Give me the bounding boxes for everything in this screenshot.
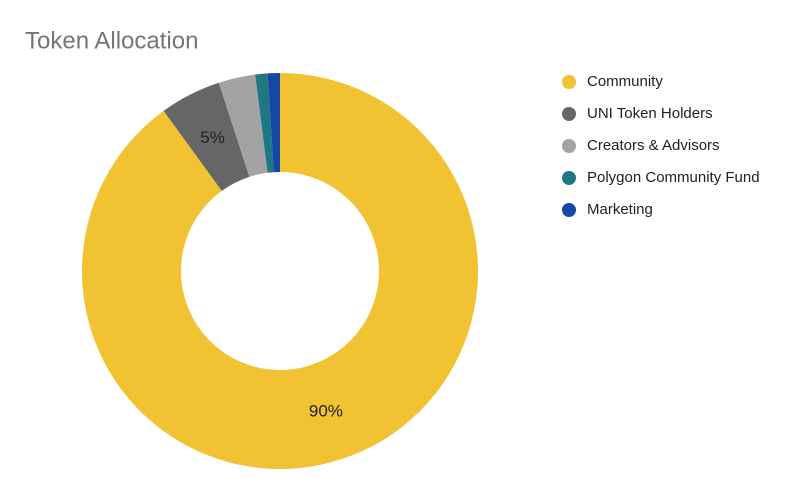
legend-swatch: [562, 203, 576, 217]
legend-label: Community: [587, 73, 663, 90]
legend-swatch: [562, 139, 576, 153]
donut-slice: [267, 73, 280, 173]
slice-label: 5%: [200, 128, 225, 147]
donut-slice: [255, 73, 274, 173]
donut-slice: [81, 73, 479, 469]
donut-slice: [218, 74, 268, 177]
legend-swatch: [562, 75, 576, 89]
legend-label: Polygon Community Fund: [587, 169, 760, 186]
legend-label: UNI Token Holders: [587, 105, 713, 122]
legend-label: Creators & Advisors: [587, 137, 720, 154]
chart-title: Token Allocation: [25, 27, 198, 54]
legend-label: Marketing: [587, 201, 653, 218]
slice-label: 90%: [309, 402, 343, 421]
donut-slice: [163, 82, 250, 191]
legend-swatch: [562, 107, 576, 121]
legend-swatch: [562, 171, 576, 185]
